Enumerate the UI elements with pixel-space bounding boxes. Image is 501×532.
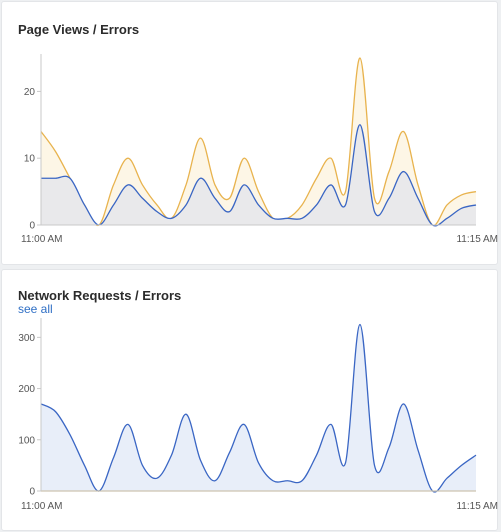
y-tick-label: 0 — [29, 487, 35, 498]
series-1-line — [40, 57, 477, 227]
y-tick-label: 20 — [24, 87, 36, 98]
chart-2: 0 100 200 300 11:00 AM 11:15 AM — [18, 318, 498, 512]
page-views-title: Page Views / Errors — [18, 22, 140, 37]
series-1-line — [40, 323, 477, 493]
network-requests-panel: Network Requests / Errors see all 0 100 20… — [1, 269, 498, 531]
network-requests-title: Network Requests / Errors — [18, 288, 182, 303]
page-views-panel: Page Views / Errors 0 10 20 11:00 AM 11:15 A… — [1, 1, 498, 265]
y-tick-label: 300 — [18, 333, 35, 344]
y-tick-label: 0 — [29, 221, 35, 232]
series-2-line — [40, 124, 477, 227]
series-2-area — [41, 124, 476, 226]
x-tick-label-start: 11:00 AM — [21, 501, 63, 512]
series-1-area — [41, 324, 476, 492]
y-tick-label: 100 — [18, 435, 35, 446]
chart-1: 0 10 20 11:00 AM 11:15 AM — [21, 54, 498, 245]
see-all-link[interactable]: see all — [18, 302, 53, 316]
y-tick-label: 200 — [18, 384, 35, 395]
x-tick-label-end: 11:15 AM — [456, 501, 498, 512]
x-tick-label-start: 11:00 AM — [21, 234, 63, 245]
y-tick-label: 10 — [24, 154, 36, 165]
x-tick-label-end: 11:15 AM — [456, 234, 498, 245]
